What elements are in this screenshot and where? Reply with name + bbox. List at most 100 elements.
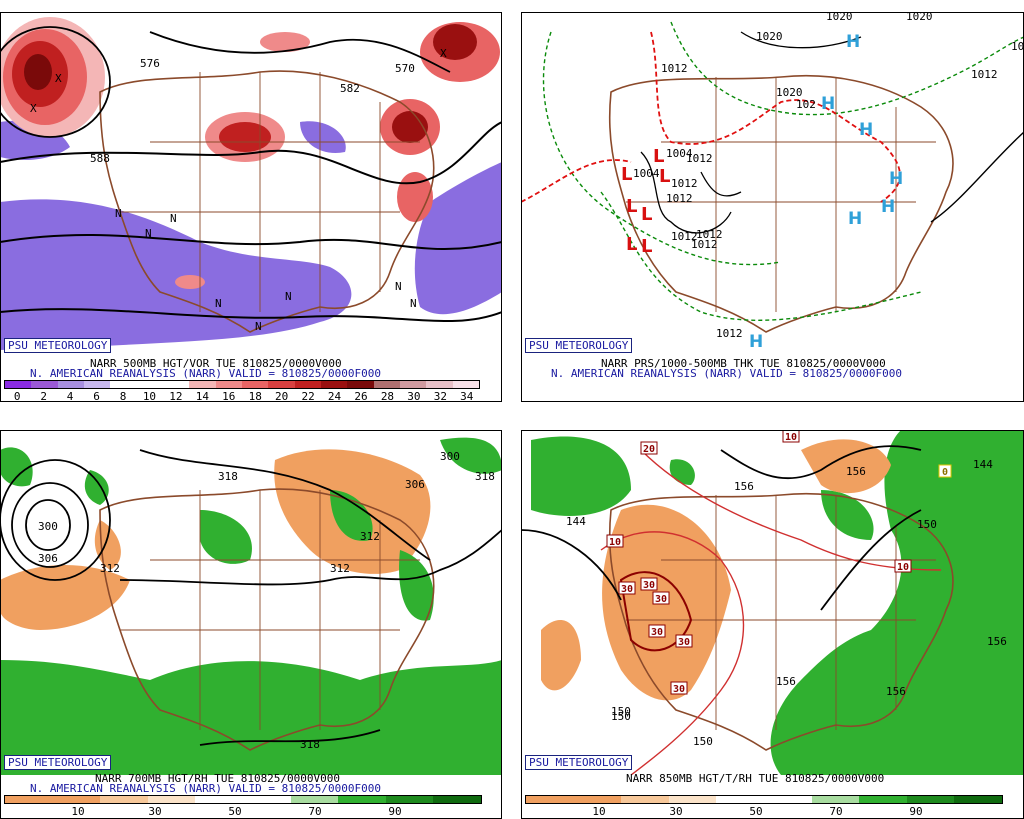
isobar-label: 10	[1011, 40, 1024, 53]
svg-text:10: 10	[609, 537, 621, 548]
colorbar-swatch	[811, 796, 860, 803]
contour-label: 306	[38, 552, 58, 565]
vort-label: N	[115, 207, 122, 220]
contour-label: 150	[611, 710, 631, 723]
colorbar-tick-label: 14	[195, 390, 209, 403]
temp-label: 0	[938, 464, 952, 478]
isobar-label: 1020	[776, 86, 803, 99]
colorbar-tick-label: 16	[222, 390, 236, 403]
temp-label: 10	[782, 430, 800, 443]
low-pressure-symbol: L	[641, 204, 652, 225]
svg-text:30: 30	[678, 637, 690, 648]
contour-label: 570	[395, 62, 415, 75]
panel-850mb-temp-rh: 156 144 156 150 150 156 156 156 150 150 …	[521, 430, 1024, 819]
psu-meteorology-badge: PSU METEOROLOGY	[525, 338, 633, 353]
vort-label: N	[395, 280, 402, 293]
psu-meteorology-badge: PSU METEOROLOGY	[4, 338, 112, 353]
contour-label: 312	[330, 562, 350, 575]
vort-label: N	[145, 227, 152, 240]
colorbar-swatch	[621, 796, 669, 803]
isobar-label: 1012	[661, 62, 688, 75]
colorbar-swatch	[195, 796, 243, 803]
isobar-label: 102	[796, 98, 816, 111]
svg-text:10: 10	[897, 562, 909, 573]
colorbar-tick-label: 8	[119, 390, 127, 403]
isobar-label: 1012	[666, 192, 693, 205]
colorbar-tick-label: 18	[248, 390, 262, 403]
vort-label: N	[170, 212, 177, 225]
isobar-label: 1004	[666, 147, 693, 160]
low-pressure-symbol: L	[653, 146, 664, 167]
rh-colorbar	[4, 795, 482, 804]
colorbar-swatch	[100, 796, 148, 803]
rh-colorbar	[525, 795, 1003, 804]
colorbar-tick-label: 70	[829, 805, 843, 818]
caption-line1: NARR 500MB HGT/VOR TUE 810825/0000V000	[90, 357, 342, 370]
svg-text:30: 30	[673, 684, 685, 695]
colorbar-swatch	[31, 381, 58, 388]
temp-rh-850mb-map: 156 144 156 150 150 156 156 156 150 150 …	[521, 430, 1024, 775]
vort-label: N	[255, 320, 262, 333]
temp-label: 30	[640, 577, 658, 591]
svg-text:30: 30	[621, 584, 633, 595]
contour-label: 144	[566, 515, 586, 528]
colorbar-swatch	[136, 381, 163, 388]
contour-label: 300	[38, 520, 58, 533]
high-pressure-symbol: H	[846, 32, 860, 52]
isobar-label: 1012	[671, 230, 698, 243]
colorbar-tick-label: 50	[749, 805, 763, 818]
colorbar-swatch	[526, 796, 574, 803]
contour-label: 312	[100, 562, 120, 575]
colorbar-swatch	[668, 796, 717, 803]
temp-label: 10	[894, 559, 912, 573]
svg-text:20: 20	[643, 444, 655, 455]
caption-line2: N. AMERICAN REANALYSIS (NARR) VALID = 81…	[551, 367, 902, 380]
vorticity-colorbar	[4, 380, 480, 389]
colorbar-tick-label: 50	[228, 805, 242, 818]
isobar-label: 1012	[696, 228, 723, 241]
vort-label: X	[440, 47, 447, 60]
caption-line2: N. AMERICAN REANALYSIS (NARR) VALID = 81…	[30, 782, 381, 795]
isobar-label: 1012	[971, 68, 998, 81]
contour-label: 318	[475, 470, 495, 483]
isobar-label: 1004	[633, 167, 660, 180]
pressure-thickness-map: 1020 1020 1020 1012 1020 1012 1004 1012 …	[521, 12, 1024, 357]
colorbar-tick-label: 90	[388, 805, 402, 818]
high-pressure-symbol: H	[821, 94, 835, 114]
low-pressure-symbol: L	[641, 236, 652, 257]
high-pressure-symbol: H	[848, 209, 862, 229]
colorbar-tick-label: 26	[354, 390, 368, 403]
vorticity-map: 570 582 588 576 N N N N N N N N X X X	[0, 12, 502, 357]
colorbar-swatch	[268, 381, 295, 388]
colorbar-tick-label: 20	[275, 390, 289, 403]
contour-label: 318	[218, 470, 238, 483]
caption-line1: NARR PRS/1000-500MB THK TUE 810825/0000V…	[601, 357, 886, 370]
colorbar-swatch	[290, 796, 339, 803]
isobar-label: 1012	[671, 177, 698, 190]
temp-label: 30	[670, 681, 688, 695]
colorbar-swatch	[373, 381, 400, 388]
colorbar-swatch	[242, 796, 291, 803]
contour-label: 150	[917, 518, 937, 531]
low-pressure-symbol: L	[626, 196, 637, 217]
svg-text:30: 30	[643, 580, 655, 591]
colorbar-swatch	[241, 381, 269, 388]
contour-label: 150	[611, 705, 631, 718]
contour-label: 156	[734, 480, 754, 493]
vort-label: N	[285, 290, 292, 303]
rh-700mb-map: 318 300 306 312 306 312 312 318 300 318	[0, 430, 502, 775]
colorbar-swatch	[385, 796, 434, 803]
psu-meteorology-badge: PSU METEOROLOGY	[525, 755, 633, 770]
vort-label: X	[30, 102, 37, 115]
contour-label: 576	[140, 57, 160, 70]
colorbar-swatch	[452, 381, 479, 388]
psu-meteorology-badge: PSU METEOROLOGY	[4, 755, 112, 770]
colorbar-swatch	[433, 796, 481, 803]
contour-label: 306	[405, 478, 425, 491]
high-pressure-symbol: H	[889, 169, 903, 189]
temp-label: 30	[648, 624, 666, 638]
colorbar-swatch	[5, 381, 32, 388]
colorbar-swatch	[954, 796, 1002, 803]
panel-pressure-thickness: 1020 1020 1020 1012 1020 1012 1004 1012 …	[521, 12, 1024, 402]
temp-label: 30	[618, 581, 636, 595]
